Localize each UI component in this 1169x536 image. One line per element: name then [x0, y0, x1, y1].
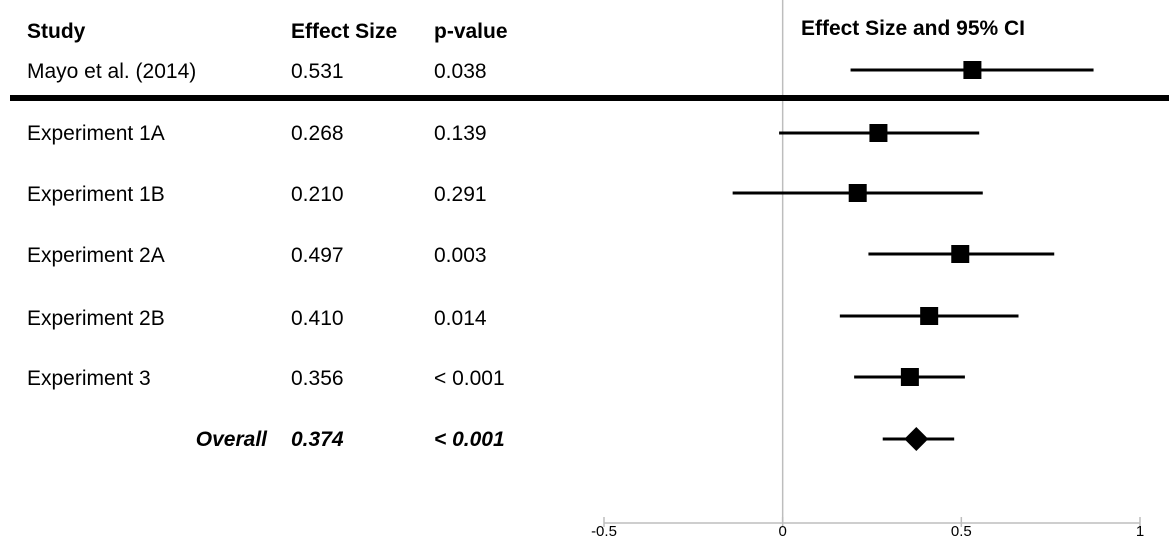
x-tick-label-1: 0 — [778, 523, 786, 536]
x-tick-label-0: -0.5 — [591, 523, 617, 536]
effect-size-exp-1a: 0.268 — [291, 122, 344, 145]
p-value-exp-2a: 0.003 — [434, 244, 487, 267]
effect-size-column-header: Effect Size — [291, 20, 398, 43]
study-name-exp-3: Experiment 3 — [27, 367, 151, 390]
overall-p-value: < 0.001 — [434, 428, 505, 451]
p-value-exp-1b: 0.291 — [434, 183, 487, 206]
study-name-exp-2a: Experiment 2A — [27, 244, 165, 267]
p-value-exp-2b: 0.014 — [434, 307, 487, 330]
reference-study-name: Mayo et al. (2014) — [27, 60, 197, 83]
p-value-exp-1a: 0.139 — [434, 122, 487, 145]
overall-effect-size: 0.374 — [291, 428, 344, 451]
reference-study-p-value: 0.038 — [434, 60, 487, 83]
study-name-exp-1a: Experiment 1A — [27, 122, 165, 145]
effect-marker-exp-3 — [900, 368, 919, 386]
study-column-header: Study — [27, 20, 86, 43]
x-tick-label-2: 0.5 — [951, 523, 972, 536]
effect-size-exp-3: 0.356 — [291, 367, 344, 390]
p-value-column-header: p-value — [434, 20, 508, 43]
reference-study-effect-size: 0.531 — [291, 60, 344, 83]
p-value-exp-3: < 0.001 — [434, 367, 505, 390]
effect-size-exp-2b: 0.410 — [291, 307, 344, 330]
effect-marker-exp-2b — [920, 307, 939, 325]
effect-marker-exp-2a — [951, 245, 970, 263]
overall-diamond-marker — [904, 427, 929, 451]
overall-label: Overall — [195, 428, 267, 451]
effect-marker-exp-1a — [869, 124, 888, 142]
study-name-exp-1b: Experiment 1B — [27, 183, 165, 206]
effect-size-exp-1b: 0.210 — [291, 183, 344, 206]
effect-marker-reference — [963, 61, 982, 79]
effect-size-exp-2a: 0.497 — [291, 244, 344, 267]
x-tick-label-3: 1 — [1136, 523, 1144, 536]
chart-title: Effect Size and 95% CI — [800, 17, 1026, 40]
study-name-exp-2b: Experiment 2B — [27, 307, 165, 330]
effect-marker-exp-1b — [848, 184, 867, 202]
